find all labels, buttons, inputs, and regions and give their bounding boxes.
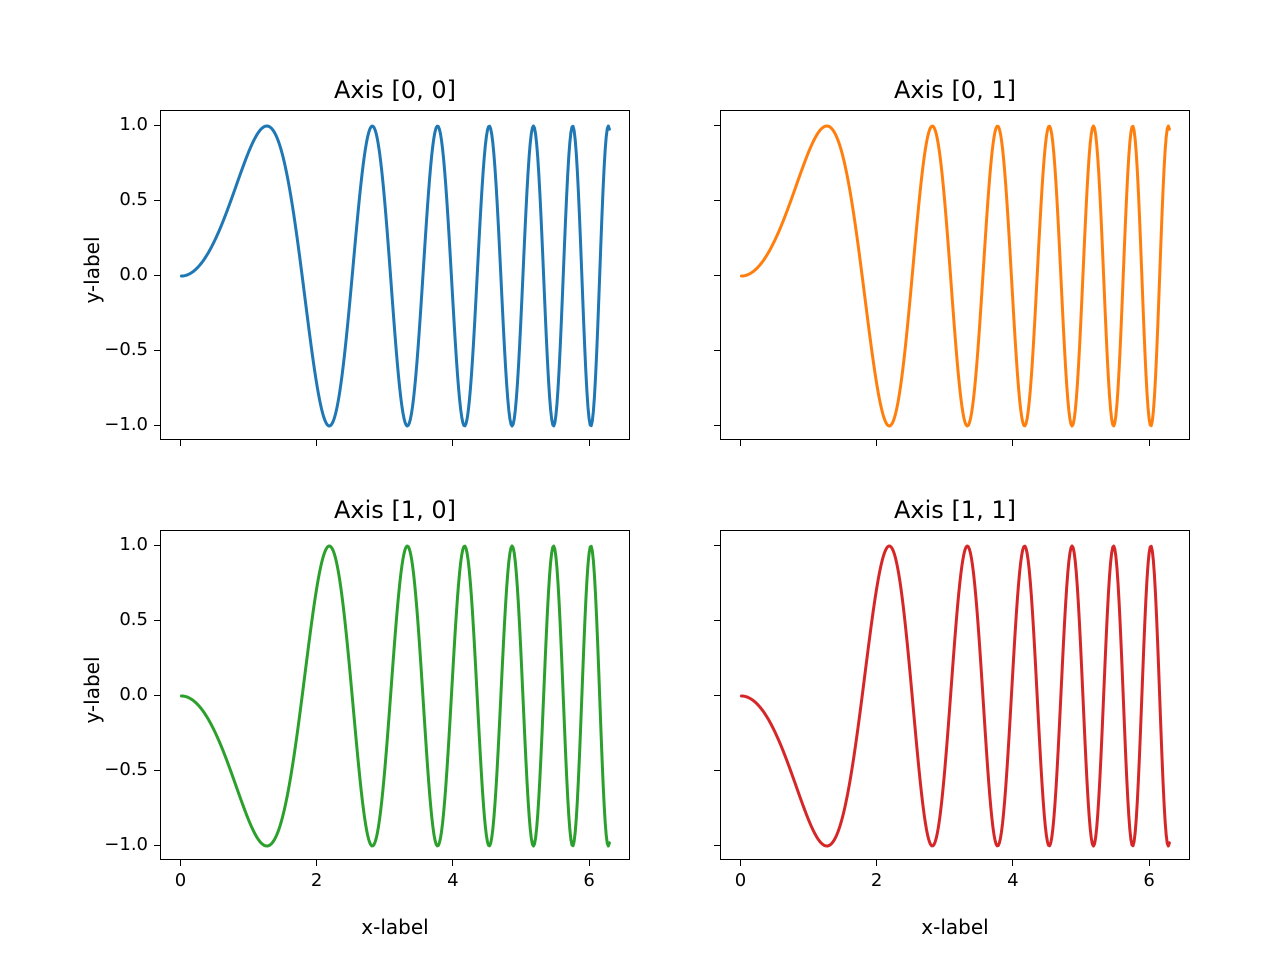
xtick-mark <box>1012 440 1013 446</box>
xtick-mark <box>180 440 181 446</box>
xtick-label: 6 <box>1129 870 1169 891</box>
subplot-00: Axis [0, 0]−1.0−0.50.00.51.0y-label <box>160 110 630 440</box>
ytick-mark <box>714 620 720 621</box>
plot-area <box>720 110 1190 440</box>
ytick-label: −0.5 <box>88 339 148 360</box>
ytick-mark <box>154 620 160 621</box>
xtick-label: 6 <box>569 870 609 891</box>
xtick-mark <box>1149 860 1150 866</box>
xtick-mark <box>740 440 741 446</box>
ytick-mark <box>714 770 720 771</box>
xtick-label: 0 <box>160 870 200 891</box>
ytick-mark <box>154 425 160 426</box>
line-series <box>721 531 1191 861</box>
plot-area <box>160 110 630 440</box>
ytick-label: 1.0 <box>88 114 148 135</box>
line-series <box>721 111 1191 441</box>
xtick-mark <box>589 440 590 446</box>
subplot-title: Axis [1, 1] <box>720 496 1190 524</box>
ytick-mark <box>154 845 160 846</box>
subplot-title: Axis [0, 0] <box>160 76 630 104</box>
ytick-mark <box>154 275 160 276</box>
ytick-mark <box>714 425 720 426</box>
xtick-mark <box>1012 860 1013 866</box>
x-axis-label: x-label <box>720 915 1190 939</box>
ytick-mark <box>714 275 720 276</box>
ytick-mark <box>154 545 160 546</box>
subplot-title: Axis [0, 1] <box>720 76 1190 104</box>
xtick-mark <box>316 860 317 866</box>
ytick-label: −1.0 <box>88 414 148 435</box>
ytick-mark <box>714 545 720 546</box>
ytick-mark <box>154 770 160 771</box>
y-axis-label: y-label <box>80 650 104 730</box>
ytick-label: −0.5 <box>88 759 148 780</box>
xtick-label: 2 <box>297 870 337 891</box>
ytick-mark <box>154 125 160 126</box>
ytick-mark <box>714 845 720 846</box>
xtick-label: 4 <box>993 870 1033 891</box>
ytick-mark <box>714 200 720 201</box>
ytick-label: 0.5 <box>88 609 148 630</box>
plot-area <box>160 530 630 860</box>
xtick-mark <box>589 860 590 866</box>
subplot-01: Axis [0, 1] <box>720 110 1190 440</box>
xtick-mark <box>180 860 181 866</box>
subplot-11: Axis [1, 1]0246x-label <box>720 530 1190 860</box>
ytick-mark <box>154 695 160 696</box>
xtick-mark <box>452 860 453 866</box>
xtick-label: 0 <box>720 870 760 891</box>
y-axis-label: y-label <box>80 230 104 310</box>
xtick-mark <box>740 860 741 866</box>
xtick-label: 4 <box>433 870 473 891</box>
x-axis-label: x-label <box>160 915 630 939</box>
xtick-mark <box>1149 440 1150 446</box>
plot-area <box>720 530 1190 860</box>
ytick-mark <box>154 350 160 351</box>
xtick-mark <box>876 440 877 446</box>
ytick-label: 0.5 <box>88 189 148 210</box>
figure: Axis [0, 0]−1.0−0.50.00.51.0y-label Axis … <box>0 0 1280 960</box>
xtick-mark <box>876 860 877 866</box>
ytick-mark <box>154 200 160 201</box>
ytick-mark <box>714 695 720 696</box>
subplot-title: Axis [1, 0] <box>160 496 630 524</box>
ytick-label: −1.0 <box>88 834 148 855</box>
ytick-mark <box>714 125 720 126</box>
line-series <box>161 531 631 861</box>
xtick-mark <box>316 440 317 446</box>
subplot-10: Axis [1, 0]−1.0−0.50.00.51.00246y-labelx… <box>160 530 630 860</box>
xtick-label: 2 <box>857 870 897 891</box>
line-series <box>161 111 631 441</box>
ytick-mark <box>714 350 720 351</box>
ytick-label: 1.0 <box>88 534 148 555</box>
xtick-mark <box>452 440 453 446</box>
